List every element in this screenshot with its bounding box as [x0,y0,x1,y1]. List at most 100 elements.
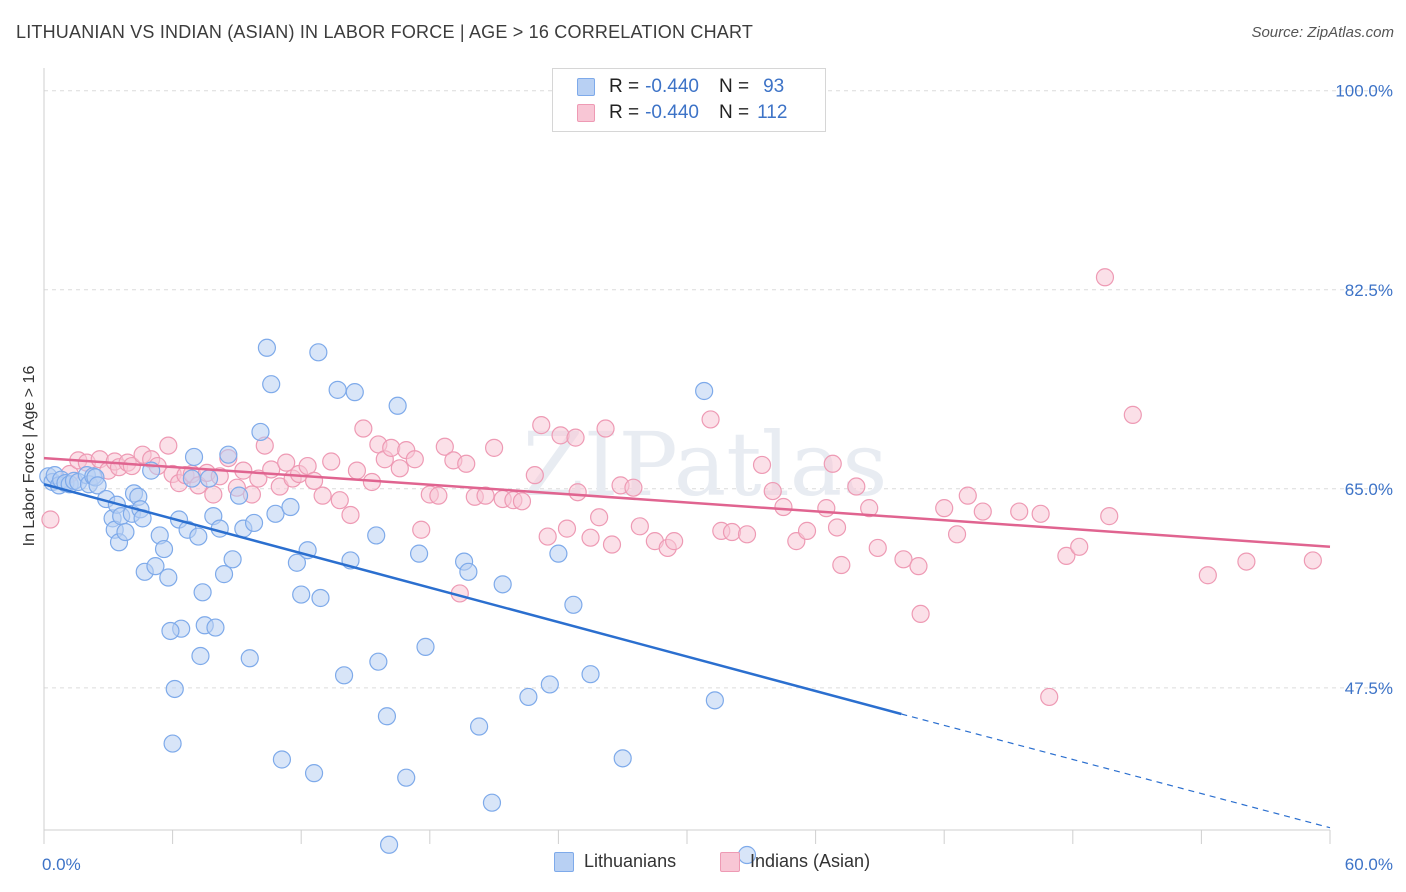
indian-point [390,459,409,478]
indian-point [596,419,615,438]
lithuanian-point [219,445,238,464]
lithuanian-point [199,469,219,488]
indian-point [823,454,842,473]
lithuanian-point [397,768,416,787]
indian-point [701,410,720,429]
indian-point [1040,687,1059,707]
lithuanian-point [519,687,538,707]
lithuanian-point [193,583,212,602]
indian-point [557,519,577,538]
indian-point [532,416,551,435]
indian-point [774,497,793,517]
indian-point [204,485,223,504]
lithuanian-point [549,544,568,563]
lithuanian-point [287,553,307,572]
indian-point [1198,566,1217,585]
legend-row-indians: R = -0.440 N = 112 [577,101,787,125]
lithuanian-point [251,422,270,442]
lithuanian-point [469,717,489,736]
lithuanian-point [581,665,600,684]
indian-point [827,518,847,537]
indian-point [304,471,324,490]
series-legend-lithuanians: Lithuanians [554,851,676,872]
indian-point [538,527,557,546]
lithuanian-point [416,637,435,656]
lithuanian-point [244,513,264,533]
indian-point [935,499,954,518]
indian-point [525,466,544,485]
indian-point [1095,268,1115,287]
indian-point [476,486,495,505]
indian-point [382,438,401,457]
indian-point [412,520,431,539]
legend-r-value: -0.440 [645,102,699,123]
indian-point [947,525,967,544]
indian-point [322,452,341,471]
indian-point [347,461,367,480]
indian-point [341,505,360,525]
lithuanian-point [311,588,330,608]
indian-point [1031,504,1050,523]
lithuanian-point [334,666,354,685]
lithuanian-point [266,504,285,523]
data-points [39,268,1322,865]
legend-n-value: 112 [757,102,788,123]
lithuanian-point [184,447,204,467]
lithuanian-point [223,550,242,569]
lithuanian-trend-line [43,483,902,716]
x-tick-label: 0.0% [42,855,81,874]
lithuanian-point [146,557,165,576]
series-label-lithuanians: Lithuanians [584,851,677,871]
indian-point [737,525,757,544]
lithuanian-point [214,565,234,584]
indian-point [1237,552,1256,571]
x-axis-ticks [43,830,1331,844]
indian-point [909,557,928,576]
lithuanian-point [182,469,201,488]
indian-point [868,538,887,558]
indian-point [568,483,587,502]
indian-point [354,419,373,438]
lithuanian-point [165,679,184,699]
indian-point [602,535,622,554]
indian-point [330,491,349,510]
indian-point [630,517,649,536]
lithuanian-point [281,497,300,517]
indian-point [722,522,742,542]
legend-r-value: -0.440 [645,76,699,97]
indian-point [958,486,977,505]
lithuanian-point [257,338,277,357]
lithuanian-point [377,707,397,726]
lithuanian-point [540,675,559,694]
x-axis-tick-labels: 0.0% 60.0% [42,855,1393,874]
indian-point [973,502,992,521]
source-label: Source: ZipAtlas.com [1251,24,1394,41]
series-swatch-lithuanians [554,851,574,872]
trend-lines [43,456,1331,829]
indian-point [1010,502,1029,521]
indian-trend-line [43,456,1331,549]
y-axis-tick-labels: 100.0% 82.5% 65.0% 47.5% [1335,82,1393,698]
lithuanian-point [345,383,364,402]
legend-n-label: N = [718,76,750,97]
y-tick-label: 65.0% [1345,480,1393,499]
indian-point [911,604,930,624]
indian-point [122,456,141,476]
indian-point [665,532,684,551]
indian-point [860,499,879,518]
indian-point [1123,405,1142,424]
legend-n-label: N = [718,102,750,123]
lithuanian-point [695,381,714,401]
lithuanian-point [189,527,208,546]
lithuanian-point [705,691,724,710]
chart-title: LITHUANIAN VS INDIAN (ASIAN) IN LABOR FO… [16,22,754,42]
indian-point [566,428,585,447]
series-legend-indians: Indians (Asian) [720,851,870,872]
lithuanian-point [159,568,178,587]
indian-point [551,426,570,445]
lithuanian-point [328,380,347,399]
indian-point [512,492,532,511]
series-label-indians: Indians (Asian) [750,851,871,871]
y-tick-label: 82.5% [1345,281,1393,300]
